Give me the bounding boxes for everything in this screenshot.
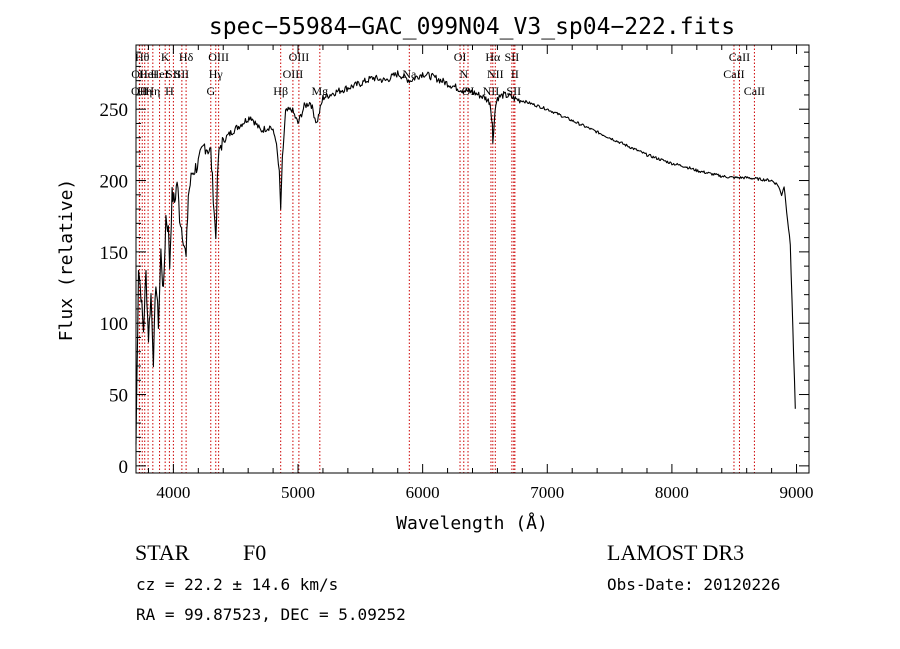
line-label-5: Hη [145,84,160,98]
x-axis-label: Wavelength (Å) [396,512,548,534]
line-label-10: Hδ [179,50,194,64]
redshift-velocity: cz = 22.2 ± 14.6 km/s [136,575,339,594]
x-tick-label-1: 5000 [281,483,315,502]
observation-date: Obs-Date: 20120226 [607,575,781,594]
line-label-28: II [511,67,519,81]
line-label-4: HeI [139,67,157,81]
x-tick-label-3: 7000 [530,483,564,502]
line-label-29: CaII [723,67,744,81]
line-label-30: CaII [729,50,750,64]
y-tick-label-3: 150 [100,243,129,264]
line-labels: OIIOIIHθHηHeIHηHeIKHSIIHδSIIGHγOIIIHβOII… [131,50,765,98]
chart-title: spec−55984−GAC_099N04_V3_sp04−222.fits [209,14,735,40]
x-tick-label-2: 6000 [406,483,440,502]
line-label-12: G [206,84,215,98]
line-label-1: OII [131,67,148,81]
y-axis: 0 50 100 150 200 250 [100,51,809,478]
line-label-26: SII [505,50,520,64]
line-label-2: Hθ [135,50,150,64]
object-subclass: F0 [243,540,267,565]
coordinates: RA = 99.87523, DEC = 5.09252 [136,605,406,624]
line-label-7: K [161,50,170,64]
line-label-9: SII [166,67,181,81]
line-label-17: OIII [289,50,310,64]
y-tick-label-5: 250 [100,100,129,121]
y-tick-label-0: 0 [119,457,129,478]
x-tick-label-0: 4000 [156,483,190,502]
y-tick-label-4: 200 [100,172,129,193]
line-label-24: Hα [485,50,501,64]
line-label-8: H [165,84,174,98]
line-label-6: HeI [151,67,169,81]
x-tick-label-5: 9000 [780,483,814,502]
line-label-21: N [459,67,468,81]
object-class: STAR [135,540,190,565]
spectrum-line [135,70,796,445]
line-label-23: NII [483,84,500,98]
line-label-25: NII [487,67,504,81]
y-tick-label-2: 100 [100,314,129,335]
survey-name: LAMOST DR3 [607,540,745,565]
plot-frame [135,44,810,474]
x-axis: 4000 5000 6000 7000 8000 9000 [147,45,814,502]
x-tick-label-4: 8000 [655,483,689,502]
line-label-18: Mg [311,84,328,98]
line-markers [138,45,755,473]
y-tick-label-1: 50 [109,386,128,407]
y-axis-label: Flux (relative) [56,179,77,342]
line-label-15: Hβ [273,84,288,98]
line-label-16: OIII [283,67,304,81]
line-label-13: Hγ [209,67,224,81]
line-label-14: OIII [208,50,229,64]
line-label-0: OII [131,84,148,98]
line-label-31: CaII [744,84,765,98]
line-label-20: OI [454,50,467,64]
line-label-11: SII [175,67,190,81]
